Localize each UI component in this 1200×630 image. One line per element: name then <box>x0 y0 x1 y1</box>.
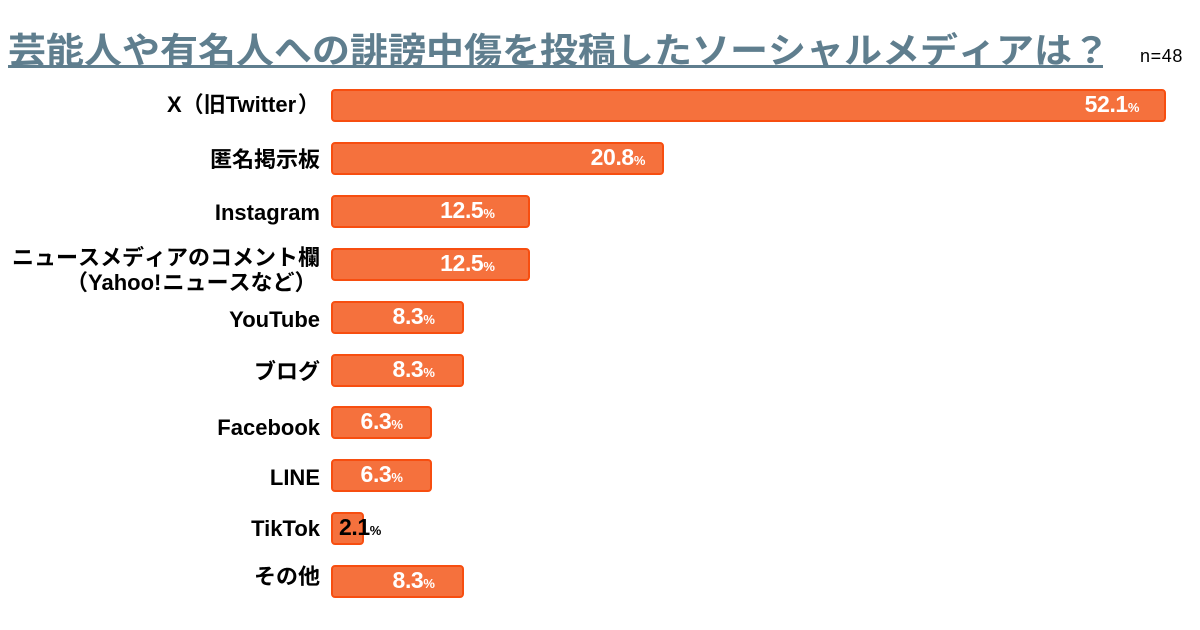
svg-text:X: X <box>167 92 182 117</box>
svg-text:Twitter: Twitter <box>226 92 297 117</box>
svg-text:Yahoo!: Yahoo! <box>88 270 161 295</box>
